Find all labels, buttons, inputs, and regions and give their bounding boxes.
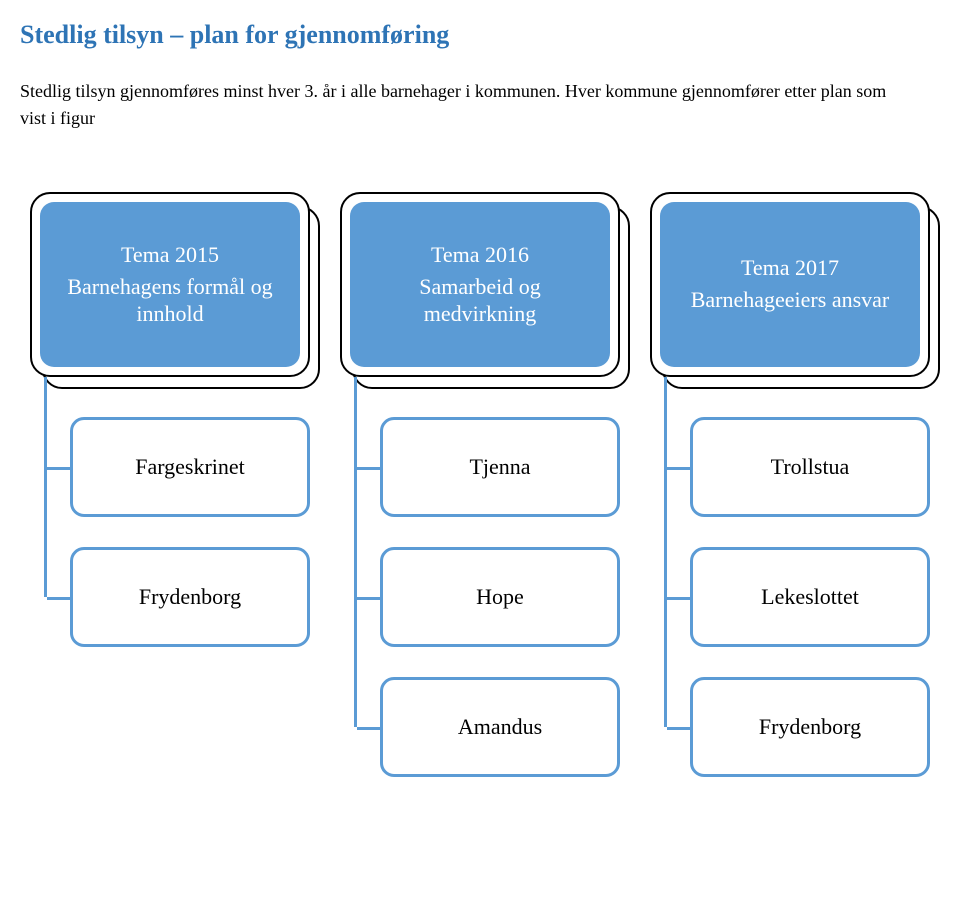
connector-branch	[667, 727, 693, 730]
theme-subtitle: Samarbeid og medvirkning	[362, 274, 598, 327]
theme-subtitle: Barnehagens formål og innhold	[52, 274, 288, 327]
theme-box-inner: Tema 2017 Barnehageeiers ansvar	[660, 202, 920, 367]
child-box: Amandus	[380, 677, 620, 777]
child-box: Hope	[380, 547, 620, 647]
theme-title: Tema 2015	[52, 242, 288, 268]
theme-box-wrapper: Tema 2016 Samarbeid og medvirkning	[340, 192, 620, 377]
theme-box-inner: Tema 2016 Samarbeid og medvirkning	[350, 202, 610, 367]
child-box: Lekeslottet	[690, 547, 930, 647]
theme-box-wrapper: Tema 2015 Barnehagens formål og innhold	[30, 192, 310, 377]
theme-subtitle: Barnehageeiers ansvar	[672, 287, 908, 313]
page-title: Stedlig tilsyn – plan for gjennomføring	[20, 20, 940, 50]
theme-title: Tema 2017	[672, 255, 908, 281]
theme-title: Tema 2016	[362, 242, 598, 268]
child-box: Frydenborg	[690, 677, 930, 777]
diagram-columns: Tema 2015 Barnehagens formål og innhold Fa…	[20, 192, 940, 807]
connector-trunk	[354, 377, 357, 727]
theme-box: Tema 2016 Samarbeid og medvirkning	[340, 192, 620, 377]
theme-box: Tema 2015 Barnehagens formål og innhold	[30, 192, 310, 377]
child-box: Fargeskrinet	[70, 417, 310, 517]
child-box: Tjenna	[380, 417, 620, 517]
children-container: Fargeskrinet Frydenborg	[30, 417, 310, 677]
diagram-column: Tema 2016 Samarbeid og medvirkning Tjenna H…	[340, 192, 620, 807]
children-container: Tjenna Hope Amandus	[340, 417, 620, 807]
theme-box-wrapper: Tema 2017 Barnehageeiers ansvar	[650, 192, 930, 377]
diagram-column: Tema 2017 Barnehageeiers ansvar Trollstua L…	[650, 192, 930, 807]
children-container: Trollstua Lekeslottet Frydenborg	[650, 417, 930, 807]
connector-branch	[357, 597, 383, 600]
intro-text: Stedlig tilsyn gjennomføres minst hver 3…	[20, 78, 890, 132]
connector-trunk	[44, 377, 47, 597]
connector-branch	[667, 597, 693, 600]
connector-branch	[357, 467, 383, 470]
theme-box-inner: Tema 2015 Barnehagens formål og innhold	[40, 202, 300, 367]
connector-branch	[357, 727, 383, 730]
connector-branch	[47, 467, 73, 470]
connector-trunk	[664, 377, 667, 727]
connector-branch	[667, 467, 693, 470]
connector-branch	[47, 597, 73, 600]
child-box: Trollstua	[690, 417, 930, 517]
child-box: Frydenborg	[70, 547, 310, 647]
diagram-column: Tema 2015 Barnehagens formål og innhold Fa…	[30, 192, 310, 807]
theme-box: Tema 2017 Barnehageeiers ansvar	[650, 192, 930, 377]
